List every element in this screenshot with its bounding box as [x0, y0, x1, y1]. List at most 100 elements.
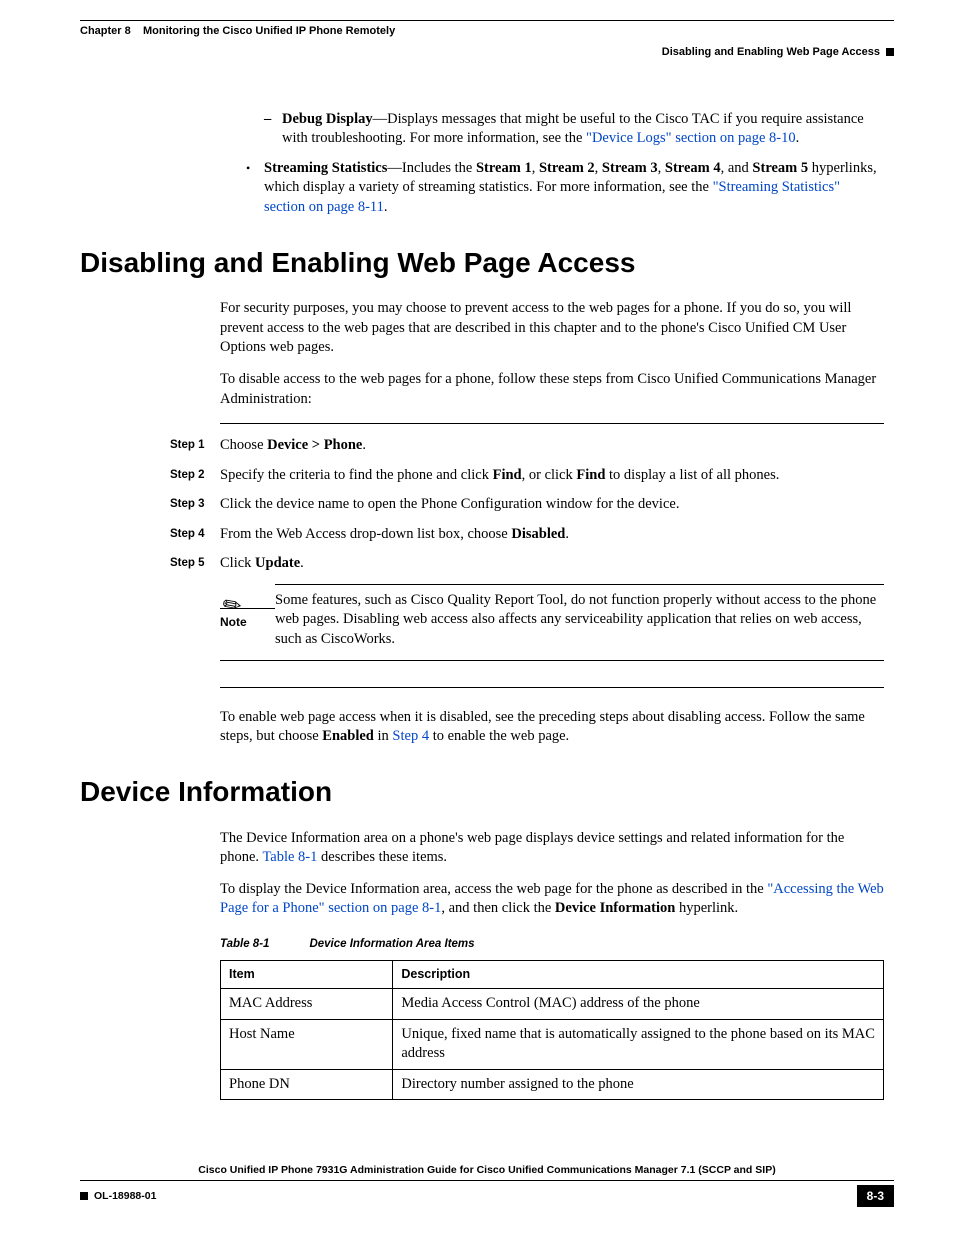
section-heading-disabling: Disabling and Enabling Web Page Access	[80, 244, 884, 282]
col-header-item: Item	[221, 961, 393, 989]
table-number: Table 8-1	[220, 937, 269, 953]
table-title: Device Information Area Items	[309, 937, 474, 953]
cell-desc: Directory number assigned to the phone	[393, 1069, 884, 1100]
t: ,	[658, 160, 665, 176]
t: Enabled	[322, 728, 374, 744]
footer-marker-icon	[80, 1192, 88, 1200]
device-info-table: Item Description MAC Address Media Acces…	[220, 960, 884, 1100]
debug-tail: .	[796, 130, 800, 146]
step4-link[interactable]: Step 4	[392, 728, 429, 744]
step-row: Step 4 From the Web Access drop-down lis…	[170, 525, 884, 545]
stream1: Stream 1	[476, 160, 532, 176]
step-body: Choose Device > Phone.	[220, 436, 884, 456]
step-label: Step 1	[170, 436, 220, 454]
cell-item: Host Name	[221, 1019, 393, 1069]
header-left: Chapter 8 Monitoring the Cisco Unified I…	[80, 24, 395, 39]
t: in	[374, 728, 393, 744]
t: ,	[595, 160, 602, 176]
running-header: Chapter 8 Monitoring the Cisco Unified I…	[80, 24, 894, 39]
paragraph: To disable access to the web pages for a…	[220, 370, 884, 409]
paragraph: The Device Information area on a phone's…	[220, 829, 884, 868]
cell-desc: Media Access Control (MAC) address of th…	[393, 989, 884, 1020]
doc-id: OL-18988-01	[94, 1189, 156, 1203]
t: to enable the web page.	[429, 728, 569, 744]
t: Find	[493, 467, 522, 483]
t: Specify the criteria to find the phone a…	[220, 467, 493, 483]
t: To display the Device Information area, …	[220, 881, 767, 897]
header-marker-icon	[886, 48, 894, 56]
section-heading-device-info: Device Information	[80, 773, 884, 811]
stream4: Stream 4	[665, 160, 721, 176]
footer-left: OL-18988-01	[80, 1189, 156, 1203]
t: , and then click the	[441, 900, 555, 916]
divider	[220, 687, 884, 688]
t: .	[384, 199, 388, 215]
content-body: – Debug Display—Displays messages that m…	[80, 110, 894, 1101]
table-ref-link[interactable]: Table 8-1	[262, 849, 317, 865]
bullet-streaming: • Streaming Statistics—Includes the Stre…	[246, 159, 884, 218]
sub-body: Streaming Statistics—Includes the Stream…	[264, 159, 884, 218]
cell-desc: Unique, fixed name that is automatically…	[393, 1019, 884, 1069]
table-row: MAC Address Media Access Control (MAC) a…	[221, 989, 884, 1020]
page-number-badge: 8-3	[857, 1185, 894, 1207]
note-text: Some features, such as Cisco Quality Rep…	[275, 592, 876, 647]
t: to display a list of all phones.	[605, 467, 779, 483]
step-label: Step 3	[170, 495, 220, 513]
header-rule	[80, 20, 894, 21]
step-row: Step 1 Choose Device > Phone.	[170, 436, 884, 456]
note-rule-bottom	[220, 660, 884, 661]
t: Choose	[220, 437, 267, 453]
paragraph: To display the Device Information area, …	[220, 880, 884, 919]
top-bullet-list: – Debug Display—Displays messages that m…	[264, 110, 884, 218]
pencil-icon: ✎	[219, 570, 277, 620]
streaming-label: Streaming Statistics	[264, 160, 387, 176]
paragraph: For security purposes, you may choose to…	[220, 299, 884, 358]
stream5: Stream 5	[752, 160, 808, 176]
t: —Includes the	[387, 160, 476, 176]
dash-icon: –	[264, 110, 282, 149]
step-body: Click the device name to open the Phone …	[220, 495, 884, 515]
step-label: Step 4	[170, 525, 220, 543]
step-row: Step 2 Specify the criteria to find the …	[170, 466, 884, 486]
footer-guide-title: Cisco Unified IP Phone 7931G Administrat…	[80, 1163, 894, 1181]
cell-item: MAC Address	[221, 989, 393, 1020]
t: Device > Phone	[267, 437, 362, 453]
table-row: Host Name Unique, fixed name that is aut…	[221, 1019, 884, 1069]
stream3: Stream 3	[602, 160, 658, 176]
header-section-title: Disabling and Enabling Web Page Access	[662, 45, 880, 60]
t: describes these items.	[317, 849, 447, 865]
t: , and	[721, 160, 753, 176]
t: hyperlink.	[675, 900, 738, 916]
chapter-label: Chapter 8	[80, 25, 131, 37]
bullet-icon: •	[246, 159, 264, 218]
t: .	[565, 526, 569, 542]
divider	[220, 423, 884, 424]
t: .	[300, 555, 304, 571]
t: .	[362, 437, 366, 453]
t: Device Information	[555, 900, 675, 916]
table-caption: Table 8-1 Device Information Area Items	[220, 937, 884, 953]
sub-bullet-debug: – Debug Display—Displays messages that m…	[264, 110, 884, 149]
cell-item: Phone DN	[221, 1069, 393, 1100]
table-header-row: Item Description	[221, 961, 884, 989]
t: Find	[576, 467, 605, 483]
note-body: Some features, such as Cisco Quality Rep…	[275, 584, 884, 650]
step-body: Click Update.	[220, 554, 884, 574]
paragraph: To enable web page access when it is dis…	[220, 708, 884, 747]
header-right: Disabling and Enabling Web Page Access	[80, 45, 894, 60]
sub-body: Debug Display—Displays messages that mig…	[282, 110, 884, 149]
chapter-title: Monitoring the Cisco Unified IP Phone Re…	[143, 25, 395, 37]
step-row: Step 5 Click Update.	[170, 554, 884, 574]
note-block: ✎ Note Some features, such as Cisco Qual…	[220, 584, 884, 661]
step-body: Specify the criteria to find the phone a…	[220, 466, 884, 486]
step-body: From the Web Access drop-down list box, …	[220, 525, 884, 545]
stream2: Stream 2	[539, 160, 595, 176]
t: Update	[255, 555, 300, 571]
col-header-desc: Description	[393, 961, 884, 989]
page-footer: Cisco Unified IP Phone 7931G Administrat…	[80, 1163, 894, 1207]
t: Click	[220, 555, 255, 571]
debug-label: Debug Display	[282, 111, 373, 127]
table-row: Phone DN Directory number assigned to th…	[221, 1069, 884, 1100]
step-row: Step 3 Click the device name to open the…	[170, 495, 884, 515]
device-logs-link[interactable]: "Device Logs" section on page 8-10	[586, 130, 796, 146]
